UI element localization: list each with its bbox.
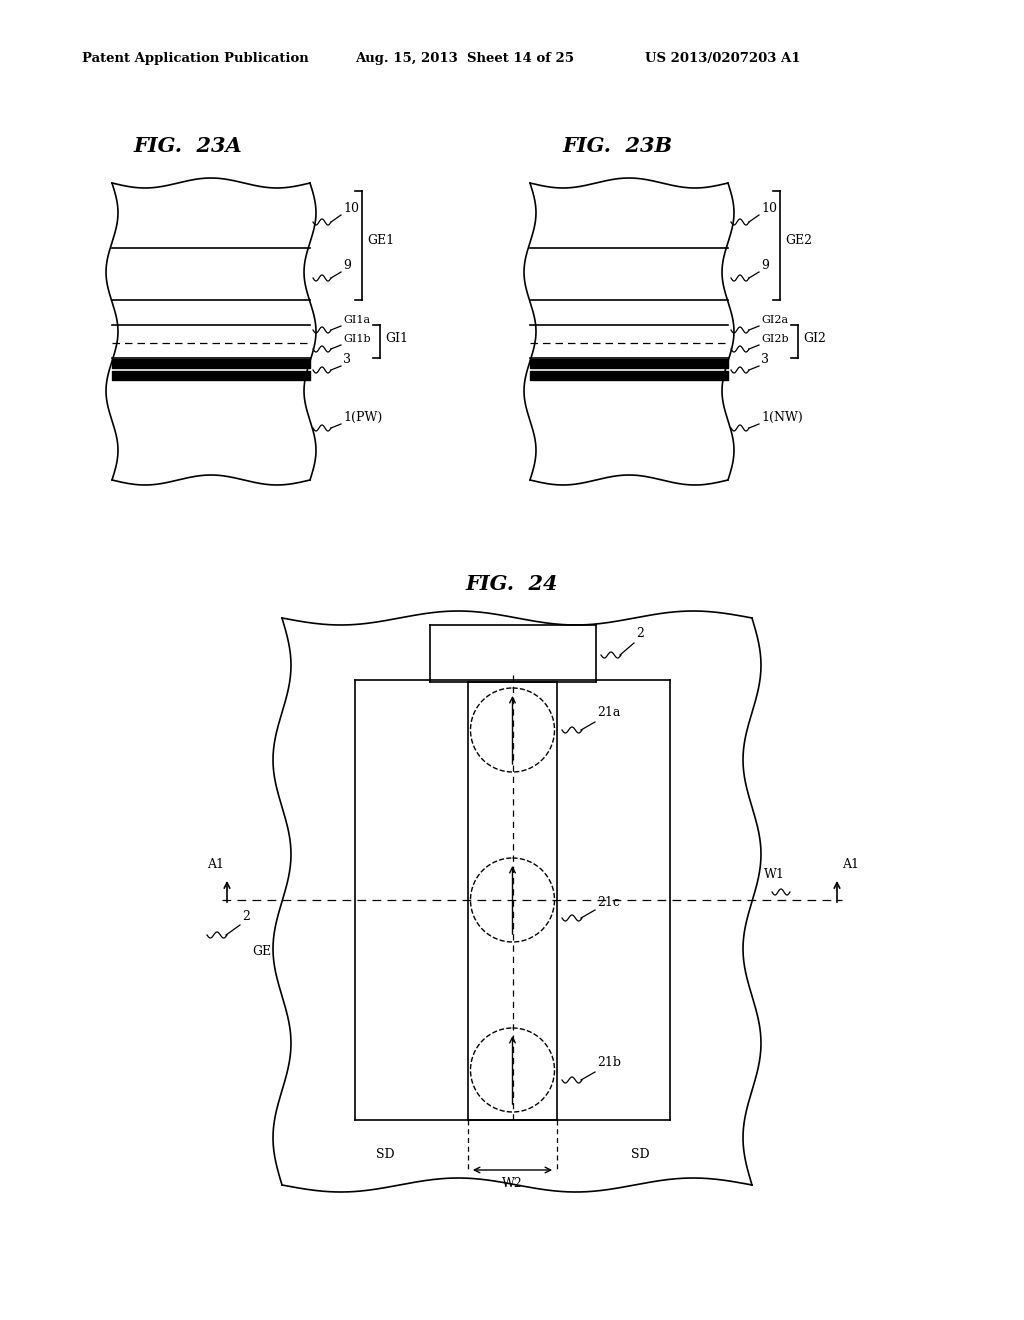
Text: GI1a: GI1a	[343, 315, 370, 325]
Text: 21a: 21a	[597, 706, 621, 719]
Text: GI1: GI1	[385, 333, 408, 345]
Text: US 2013/0207203 A1: US 2013/0207203 A1	[645, 51, 801, 65]
Text: 3: 3	[761, 352, 769, 366]
Text: 1(NW): 1(NW)	[761, 411, 803, 424]
Text: Aug. 15, 2013  Sheet 14 of 25: Aug. 15, 2013 Sheet 14 of 25	[355, 51, 574, 65]
Text: FIG.  23A: FIG. 23A	[133, 136, 243, 156]
Text: GE: GE	[252, 945, 271, 958]
Text: 2: 2	[636, 627, 644, 640]
Text: W1: W1	[764, 869, 784, 880]
Text: 2: 2	[242, 909, 250, 923]
Text: GI2: GI2	[803, 333, 826, 345]
Text: FIG.  23B: FIG. 23B	[563, 136, 673, 156]
Text: 10: 10	[343, 202, 359, 215]
Text: 21b: 21b	[597, 1056, 621, 1069]
Text: 21c: 21c	[597, 896, 620, 909]
Text: GE2: GE2	[785, 234, 812, 247]
Text: GI2a: GI2a	[761, 315, 788, 325]
Text: A1: A1	[207, 858, 224, 871]
Text: 9: 9	[761, 259, 769, 272]
Text: A1: A1	[842, 858, 859, 871]
Text: GE1: GE1	[367, 234, 394, 247]
Text: GI1b: GI1b	[343, 334, 371, 345]
Text: 1(PW): 1(PW)	[343, 411, 382, 424]
Text: W2: W2	[502, 1177, 523, 1191]
Text: SD: SD	[631, 1148, 649, 1162]
Text: SD: SD	[376, 1148, 394, 1162]
Text: 9: 9	[343, 259, 351, 272]
Text: GI2b: GI2b	[761, 334, 788, 345]
Text: 3: 3	[343, 352, 351, 366]
Text: Patent Application Publication: Patent Application Publication	[82, 51, 309, 65]
Text: 10: 10	[761, 202, 777, 215]
Text: FIG.  24: FIG. 24	[466, 574, 558, 594]
